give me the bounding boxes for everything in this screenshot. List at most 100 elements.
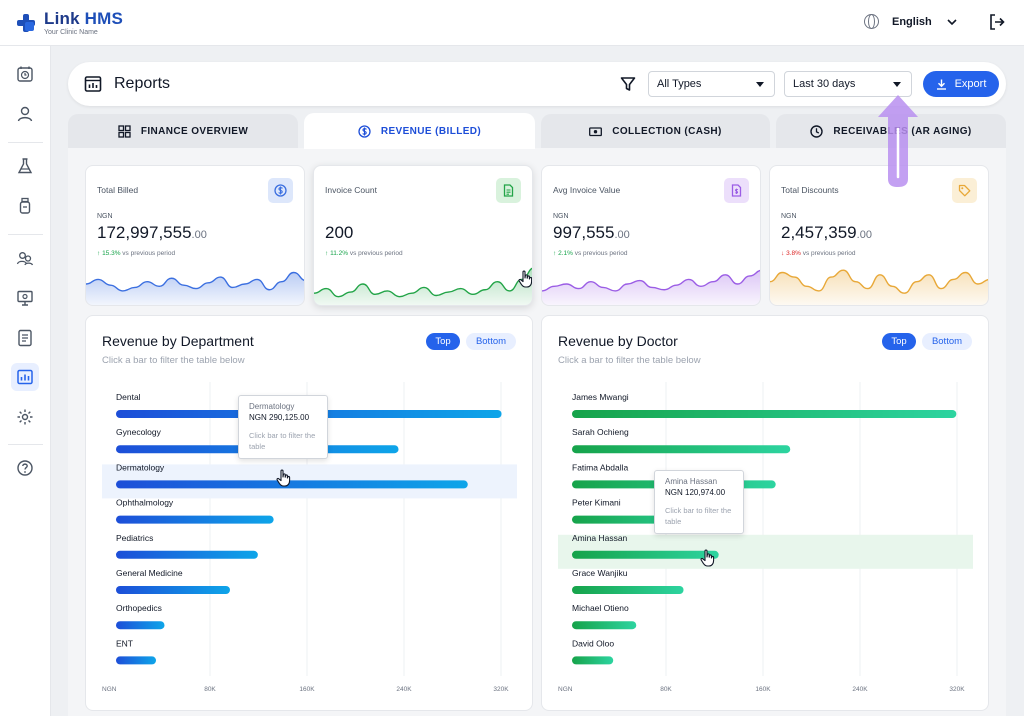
x-tick-label: NGN xyxy=(102,686,117,693)
tab-collection-cash[interactable]: COLLECTION (CASH) xyxy=(541,114,770,148)
export-label: Export xyxy=(954,78,987,90)
sparkline-area xyxy=(770,270,988,305)
app-logo[interactable]: Link HMS Your Clinic Name xyxy=(16,10,123,36)
sidebar-item-records[interactable] xyxy=(11,324,39,352)
kpi-avg-invoice-value[interactable]: Avg Invoice Value NGN 997,555.00 ↑ 2.1% … xyxy=(541,165,761,306)
users-icon xyxy=(16,252,34,266)
panel-title: Revenue by Department xyxy=(102,333,254,349)
tooltip-value: NGN 120,974.00 xyxy=(665,488,726,497)
kpi-badge xyxy=(724,178,749,203)
bar[interactable] xyxy=(572,550,719,559)
bar-label: Gynecology xyxy=(116,427,162,437)
tab-finance-overview[interactable]: FINANCE OVERVIEW xyxy=(68,114,298,148)
sidebar-item-lab[interactable] xyxy=(11,152,39,180)
x-tick-label: NGN xyxy=(558,686,573,693)
tooltip-hint: Click bar to filter the table xyxy=(249,431,316,451)
bar[interactable] xyxy=(116,586,230,594)
bar-label: Amina Hassan xyxy=(572,533,628,543)
x-tick-label: 160K xyxy=(755,686,771,693)
bottom-toggle-button[interactable]: Bottom xyxy=(922,333,972,350)
bar[interactable] xyxy=(572,586,684,594)
sparkline-line xyxy=(770,269,988,294)
top-toggle-button[interactable]: Top xyxy=(882,333,916,350)
bar[interactable] xyxy=(572,410,957,418)
clock-icon xyxy=(17,66,33,82)
sidebar-divider xyxy=(8,142,43,143)
kpi-invoice-count[interactable]: Invoice Count 200 ↑ 11.2% vs previous pe… xyxy=(313,165,533,306)
kpi-currency: NGN xyxy=(97,213,113,220)
tooltip-name: Dermatology xyxy=(249,402,295,411)
logout-icon[interactable] xyxy=(988,13,1006,31)
bar[interactable] xyxy=(116,480,468,489)
logo-cross-icon xyxy=(16,13,36,33)
help-icon xyxy=(17,460,33,476)
kpi-total-billed[interactable]: Total Billed NGN 172,997,555.00 ↑ 15.3% … xyxy=(85,165,305,306)
x-tick-label: 160K xyxy=(299,686,315,693)
cash-icon xyxy=(589,126,603,136)
bar[interactable] xyxy=(116,515,274,524)
bar-label: Ophthalmology xyxy=(116,498,174,508)
bar[interactable] xyxy=(116,550,258,559)
bar-label: Dental xyxy=(116,392,141,402)
bar-label: Dermatology xyxy=(116,462,165,472)
sidebar-divider xyxy=(8,444,43,445)
kpi-total-discounts[interactable]: Total Discounts NGN 2,457,359.00 ↓ 3.8% … xyxy=(769,165,989,306)
top-toggle-button[interactable]: Top xyxy=(426,333,460,350)
bar[interactable] xyxy=(572,621,637,630)
hand-cursor-icon xyxy=(518,270,532,288)
bar-label: Michael Otieno xyxy=(572,603,629,613)
sidebar-item-help[interactable] xyxy=(11,454,39,482)
date-filter-select[interactable]: Last 30 days xyxy=(784,71,912,97)
bar[interactable] xyxy=(116,656,157,665)
bottom-toggle-button[interactable]: Bottom xyxy=(466,333,516,350)
kpi-value: 2,457,359.00 xyxy=(781,223,872,242)
bar-tooltip: Dermatology NGN 290,125.00 Click bar to … xyxy=(238,395,328,459)
tooltip-hint: Click bar to filter the table xyxy=(665,506,732,526)
bar-label: Grace Wanjiku xyxy=(572,568,628,578)
export-button[interactable]: Export xyxy=(923,71,999,97)
sidebar-divider xyxy=(8,234,43,235)
sidebar-item-monitor[interactable] xyxy=(11,284,39,312)
reports-icon xyxy=(17,369,33,385)
sidebar xyxy=(0,46,51,716)
hand-cursor-icon xyxy=(700,549,715,567)
bar-label: General Medicine xyxy=(116,568,183,578)
bar-label: James Mwangi xyxy=(572,392,629,402)
document-icon xyxy=(18,329,32,347)
sidebar-item-settings[interactable] xyxy=(11,403,39,431)
sparkline-line xyxy=(314,267,532,298)
bar[interactable] xyxy=(572,445,791,454)
sidebar-item-patients[interactable] xyxy=(11,100,39,128)
filter-icon[interactable] xyxy=(620,76,636,92)
sidebar-item-pharmacy[interactable] xyxy=(11,192,39,220)
annotation-arrow-icon xyxy=(878,95,918,187)
kpi-value: 172,997,555.00 xyxy=(97,223,207,242)
kpi-label: Invoice Count xyxy=(325,185,377,195)
bar-label: David Oloo xyxy=(572,638,614,648)
top-bar: Link HMS Your Clinic Name English xyxy=(0,0,1024,46)
bar-label: Fatima Abdalla xyxy=(572,462,628,472)
bar-label: Sarah Ochieng xyxy=(572,427,629,437)
bar-label: Pediatrics xyxy=(116,533,153,543)
kpi-sparkline xyxy=(542,269,760,305)
tab-revenue-billed[interactable]: REVENUE (BILLED) xyxy=(304,113,535,149)
kpi-label: Total Discounts xyxy=(781,185,839,195)
revenue-by-department-panel: Dental Gynecology Dermatology Ophthalmology… xyxy=(85,315,533,711)
bar[interactable] xyxy=(116,621,165,630)
panel-subtitle: Click a bar to filter the table below xyxy=(102,355,245,366)
file-dollar-icon xyxy=(731,184,742,197)
sidebar-item-staff[interactable] xyxy=(11,244,39,272)
type-filter-select[interactable]: All Types xyxy=(648,71,775,97)
kpi-label: Avg Invoice Value xyxy=(553,185,621,195)
sidebar-item-appointments[interactable] xyxy=(11,60,39,88)
caret-down-icon xyxy=(893,82,901,87)
language-selector[interactable]: English xyxy=(864,14,958,29)
panel-title: Revenue by Doctor xyxy=(558,333,678,349)
sidebar-item-reports[interactable] xyxy=(11,363,39,391)
kpi-badge xyxy=(952,178,977,203)
tag-icon xyxy=(958,184,971,197)
bar[interactable] xyxy=(572,656,614,665)
settings-icon xyxy=(17,409,33,425)
dollar-icon xyxy=(358,124,371,138)
clock-icon xyxy=(810,124,824,138)
